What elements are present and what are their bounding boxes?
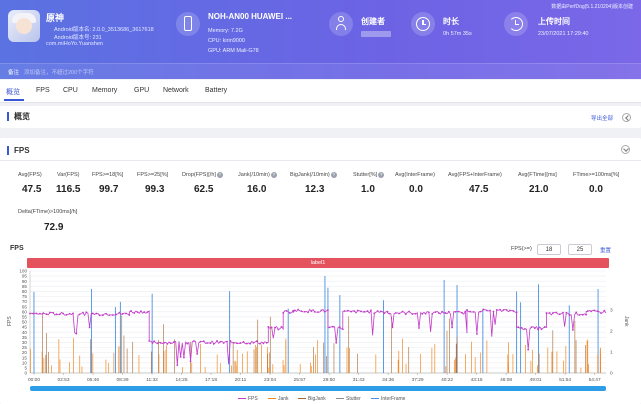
report-header: 原神 Android版本名: 2.0.0_3513686_3617618 And… — [0, 0, 641, 80]
metric-value: 99.3 — [145, 184, 165, 195]
note-bar: 备注 添加备注，不超过200个字符 — [0, 63, 641, 80]
export-all-link[interactable]: 导出全部 — [591, 116, 614, 122]
divider — [0, 160, 641, 161]
version-note: 数据由PerfDog(5.1.210204)版本创建 — [551, 4, 633, 10]
user-icon — [329, 12, 353, 36]
overview-title: 概览 — [7, 112, 30, 121]
tab-battery[interactable]: Battery — [205, 87, 228, 94]
collapse-icon[interactable] — [622, 113, 631, 122]
chart-title: FPS — [10, 245, 24, 252]
metric-value: 12.3 — [305, 184, 325, 195]
fps-threshold-input-2[interactable]: 25 — [568, 244, 592, 255]
help-icon[interactable]: ? — [378, 172, 385, 178]
tab-memory[interactable]: Memory — [92, 87, 118, 94]
app-icon — [8, 10, 40, 42]
metric-label: FTime>=100ms[%] — [573, 172, 620, 178]
history-icon — [504, 12, 528, 36]
device-cpu: CPU: kirin9000 — [208, 38, 245, 44]
device-memory: Memory: 7.2G — [208, 28, 243, 34]
metric-value: 0.0 — [409, 184, 423, 195]
duration-title: 时长 — [443, 17, 459, 26]
android-code: Android版本号: 231 — [54, 35, 102, 41]
tab-bar: 概览 FPS CPU Memory GPU Network Battery — [0, 80, 641, 103]
android-version: Android版本名: 2.0.0_3513686_3617618 — [54, 27, 154, 33]
fps-threshold-label: FPS(>=) — [511, 246, 532, 252]
metric-label: Avg(FTime)[ms] — [518, 172, 557, 178]
active-tab-indicator — [4, 99, 24, 101]
note-label: 备注 — [8, 70, 20, 76]
note-input[interactable]: 添加备注，不超过200个字符 — [24, 70, 94, 76]
upload-value: 23/07/2021 17:29:40 — [538, 31, 589, 37]
metric-label: Jank(/10min)? — [238, 172, 277, 178]
metric-label: Drop(FPS)[/h]? — [182, 172, 223, 178]
reset-link[interactable]: 重置 — [600, 248, 612, 254]
creator-title: 创建者 — [361, 17, 385, 26]
help-icon[interactable]: ? — [330, 172, 337, 178]
legend-item-jank[interactable]: Jank — [268, 396, 289, 402]
fps-threshold-input-1[interactable]: 18 — [537, 244, 561, 255]
tab-cpu[interactable]: CPU — [63, 87, 78, 94]
metric-label: Delta(FTime)>100ms[/h] — [18, 209, 78, 215]
metric-value: 16.0 — [247, 184, 267, 195]
overview-card: 概览 导出全部 — [0, 106, 641, 128]
metric-value: 47.5 — [22, 184, 42, 195]
device-title: NOH-AN00 HUAWEI ... — [208, 12, 293, 21]
metric-value: 21.0 — [529, 184, 549, 195]
app-name: 原神 — [46, 13, 65, 23]
metric-label: FPS>=25[%] — [137, 172, 169, 178]
metric-value: 1.0 — [361, 184, 375, 195]
label-band: label1 — [27, 258, 609, 268]
metric-label: BigJank(/10min)? — [290, 172, 337, 178]
fps-section-title: FPS — [7, 146, 30, 155]
metric-label: Avg(FPS) — [18, 172, 42, 178]
expand-icon[interactable] — [621, 145, 630, 154]
time-scrollbar[interactable] — [30, 386, 606, 391]
time-scrollbar-handle[interactable] — [30, 386, 606, 391]
metric-label: Avg(FPS+InterFrame) — [448, 172, 502, 178]
tab-overview[interactable]: 概览 — [6, 89, 20, 96]
tab-network[interactable]: Network — [163, 87, 189, 94]
duration-value: 0h 57m 35s — [443, 31, 472, 37]
device-gpu: GPU: ARM Mali-G78 — [208, 48, 259, 54]
clock-icon — [411, 12, 435, 36]
metric-value: 47.5 — [469, 184, 489, 195]
legend-item-interframe[interactable]: InterFrame — [371, 396, 405, 402]
package-name: com.miHoYo.Yuanshen — [46, 41, 103, 47]
legend-item-stutter[interactable]: Stutter — [336, 396, 361, 402]
legend-item-bigjank[interactable]: BigJank — [298, 396, 326, 402]
upload-title: 上传时间 — [538, 17, 570, 26]
metric-value: 116.5 — [56, 184, 81, 195]
metric-value: 72.9 — [44, 222, 64, 233]
help-icon[interactable]: ? — [270, 172, 277, 178]
tab-fps[interactable]: FPS — [36, 87, 50, 94]
creator-value — [361, 31, 391, 37]
help-icon[interactable]: ? — [216, 172, 223, 178]
phone-icon — [176, 12, 200, 36]
tab-gpu[interactable]: GPU — [134, 87, 150, 94]
metric-label: Avg(InterFrame) — [395, 172, 435, 178]
metric-value: 0.0 — [589, 184, 603, 195]
metric-value: 99.7 — [99, 184, 119, 195]
metric-label: FPS>=18[%] — [92, 172, 124, 178]
metric-label: Stutter[%]? — [353, 172, 385, 178]
metric-label: Var(FPS) — [57, 172, 80, 178]
legend-item-fps[interactable]: FPS — [238, 396, 258, 402]
metric-value: 62.5 — [194, 184, 214, 195]
